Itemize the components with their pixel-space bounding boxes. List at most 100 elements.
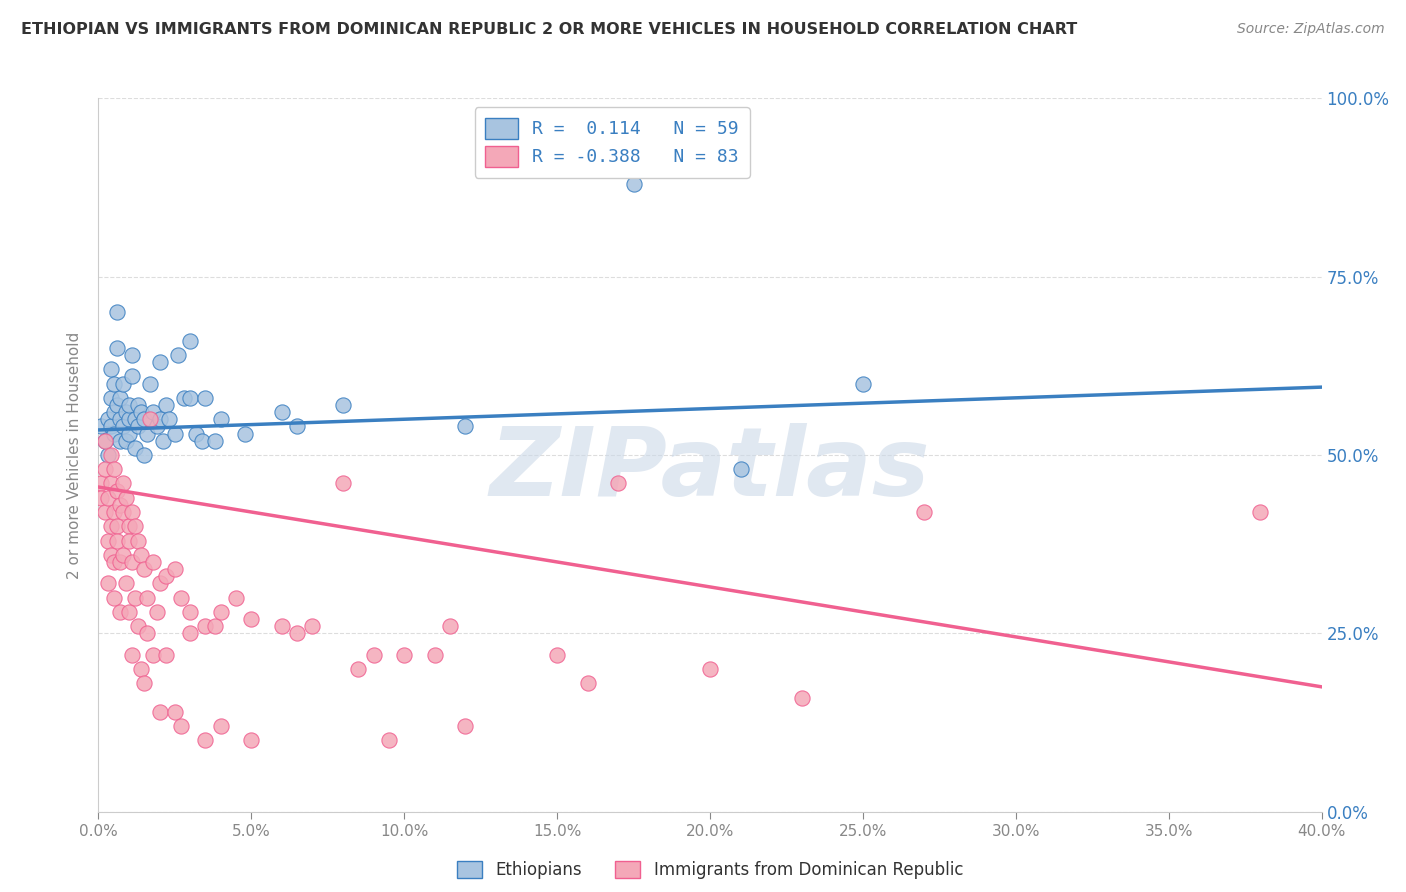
Point: [240, 612, 263, 626]
Point: [108, 498, 131, 512]
Point: [118, 519, 141, 533]
Point: [103, 462, 125, 476]
Point: [912, 505, 935, 519]
Point: [134, 412, 156, 426]
Point: [209, 719, 232, 733]
Point: [179, 626, 201, 640]
Point: [136, 626, 159, 640]
Point: [105, 533, 128, 548]
Point: [730, 462, 752, 476]
Point: [111, 505, 134, 519]
Point: [93, 434, 115, 448]
Point: [97, 412, 120, 426]
Point: [100, 548, 122, 562]
Point: [97, 533, 120, 548]
Point: [191, 434, 214, 448]
Point: [136, 426, 159, 441]
Point: [194, 391, 217, 405]
Point: [90, 476, 112, 491]
Point: [852, 376, 875, 391]
Point: [103, 591, 125, 605]
Point: [270, 619, 292, 633]
Point: [173, 391, 195, 405]
Point: [100, 362, 122, 376]
Point: [233, 426, 256, 441]
Point: [225, 591, 247, 605]
Point: [108, 434, 131, 448]
Point: [124, 441, 146, 455]
Point: [699, 662, 721, 676]
Point: [163, 705, 186, 719]
Point: [163, 426, 186, 441]
Point: [790, 690, 813, 705]
Point: [103, 376, 125, 391]
Point: [155, 648, 177, 662]
Point: [179, 605, 201, 619]
Point: [115, 576, 138, 591]
Point: [105, 341, 128, 355]
Point: [332, 476, 354, 491]
Point: [121, 555, 143, 569]
Point: [155, 569, 177, 583]
Point: [454, 419, 477, 434]
Point: [108, 605, 131, 619]
Point: [115, 405, 138, 419]
Point: [179, 391, 201, 405]
Point: [93, 462, 115, 476]
Point: [111, 419, 134, 434]
Point: [121, 648, 143, 662]
Point: [1249, 505, 1271, 519]
Point: [139, 412, 162, 426]
Point: [163, 562, 186, 576]
Point: [607, 476, 630, 491]
Point: [108, 555, 131, 569]
Point: [145, 605, 167, 619]
Point: [423, 648, 446, 662]
Point: [105, 398, 128, 412]
Point: [103, 555, 125, 569]
Point: [439, 619, 461, 633]
Point: [97, 491, 120, 505]
Point: [155, 398, 177, 412]
Point: [142, 405, 165, 419]
Point: [103, 426, 125, 441]
Point: [108, 391, 131, 405]
Point: [167, 348, 190, 362]
Point: [170, 591, 193, 605]
Point: [118, 605, 141, 619]
Point: [100, 519, 122, 533]
Point: [93, 505, 115, 519]
Point: [623, 177, 645, 191]
Point: [546, 648, 568, 662]
Point: [100, 476, 122, 491]
Point: [118, 398, 141, 412]
Point: [204, 619, 226, 633]
Point: [285, 419, 308, 434]
Point: [105, 483, 128, 498]
Point: [149, 705, 172, 719]
Point: [115, 491, 138, 505]
Point: [186, 426, 208, 441]
Point: [194, 619, 217, 633]
Point: [121, 348, 143, 362]
Point: [145, 419, 167, 434]
Legend: Ethiopians, Immigrants from Dominican Republic: Ethiopians, Immigrants from Dominican Re…: [450, 854, 970, 886]
Point: [129, 405, 152, 419]
Text: ETHIOPIAN VS IMMIGRANTS FROM DOMINICAN REPUBLIC 2 OR MORE VEHICLES IN HOUSEHOLD : ETHIOPIAN VS IMMIGRANTS FROM DOMINICAN R…: [21, 22, 1077, 37]
Point: [111, 548, 134, 562]
Point: [100, 448, 122, 462]
Point: [392, 648, 416, 662]
Point: [103, 505, 125, 519]
Point: [105, 305, 128, 319]
Point: [121, 369, 143, 384]
Point: [149, 412, 172, 426]
Point: [270, 405, 292, 419]
Point: [127, 398, 149, 412]
Point: [152, 434, 174, 448]
Point: [136, 591, 159, 605]
Point: [129, 662, 152, 676]
Point: [103, 405, 125, 419]
Point: [124, 591, 146, 605]
Point: [97, 576, 120, 591]
Point: [134, 448, 156, 462]
